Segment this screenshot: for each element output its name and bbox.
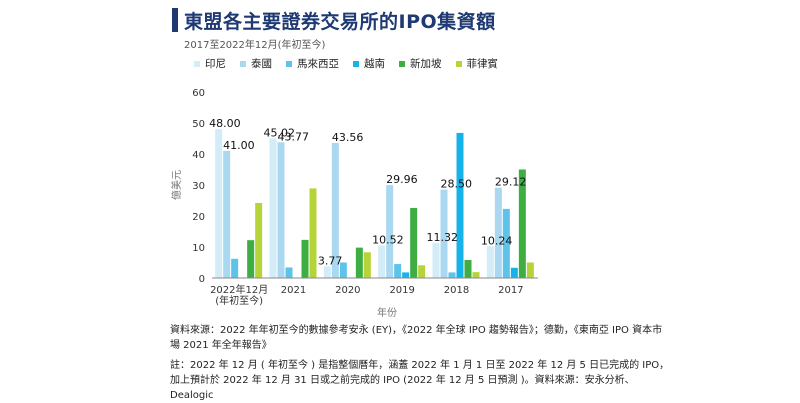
x-axis-label: 年份 [377, 306, 397, 319]
bar [378, 245, 386, 278]
bar [486, 246, 494, 278]
y-tick-label: 10 [192, 243, 205, 254]
bar [440, 189, 448, 278]
x-tick-label: 2017 [498, 285, 523, 296]
footnote: 註：2022 年 12 月 ( 年初至今 ) 是指整個曆年，涵蓋 2022 年 … [170, 360, 670, 401]
y-axis-label: 億美元 [170, 170, 183, 200]
bar [418, 265, 426, 278]
legend-label: 菲律賓 [466, 58, 499, 70]
bar [223, 150, 231, 278]
y-tick-label: 50 [192, 119, 205, 130]
legend-item-vietnam: 越南 [353, 56, 385, 71]
bar [277, 142, 285, 278]
chart-subtitle: 2017至2022年12月(年初至今) [184, 40, 326, 51]
bar [215, 129, 223, 278]
bar [494, 187, 502, 278]
chart-title: 東盟各主要證券交易所的IPO集資額 [184, 11, 496, 33]
bar [247, 240, 255, 278]
bar [402, 272, 410, 278]
data-label: 10.52 [372, 233, 404, 246]
legend-swatch [194, 60, 200, 67]
legend-swatch [353, 60, 359, 67]
bar [472, 272, 480, 278]
legend-swatch [286, 60, 292, 67]
y-tick-label: 40 [192, 150, 205, 161]
bar [456, 132, 464, 278]
data-label: 28.50 [441, 178, 473, 191]
legend-swatch [240, 60, 246, 67]
y-tick-label: 60 [192, 88, 205, 99]
bar [285, 267, 293, 278]
legend-item-malaysia: 馬來西亞 [286, 56, 339, 71]
title-accent-bar [172, 8, 178, 32]
bar [386, 185, 394, 278]
legend-label: 馬來西亞 [297, 58, 339, 70]
bar [339, 262, 347, 278]
bar [518, 169, 526, 278]
x-tick-label: 2018 [444, 285, 469, 296]
bar [410, 207, 418, 278]
bar [255, 202, 263, 278]
data-label: 41.00 [223, 139, 255, 152]
bar [432, 242, 440, 278]
bar [309, 188, 317, 278]
bar [231, 258, 239, 278]
data-label: 10.24 [481, 234, 513, 247]
legend-item-singapore: 新加坡 [399, 56, 442, 71]
x-tick-label: 2021 [281, 285, 306, 296]
data-label: 43.56 [332, 131, 364, 144]
legend-label: 越南 [364, 58, 385, 70]
bar [448, 272, 456, 278]
data-label: 29.96 [386, 173, 418, 186]
bar [464, 260, 472, 278]
data-label: 11.32 [427, 231, 459, 244]
legend-swatch [455, 60, 462, 67]
legend-label: 新加坡 [410, 58, 442, 70]
x-tick-label: 2022年12月 [210, 283, 268, 296]
bar [363, 252, 371, 278]
bar [269, 138, 277, 278]
y-tick-label: 20 [192, 212, 205, 223]
bar [355, 247, 363, 278]
bar [323, 266, 331, 278]
source-note: 資料來源：2022 年年初至今的數據參考安永 (EY)，《2022 年全球 IP… [170, 325, 663, 351]
chart-legend: 印尼 泰國 馬來西亞 越南 新加坡 菲律賓 [194, 56, 498, 71]
data-label: 45.02 [264, 126, 296, 139]
data-label: 48.00 [209, 117, 241, 130]
y-tick-label: 0 [199, 274, 205, 285]
x-tick-label: 2019 [389, 285, 414, 296]
legend-swatch [399, 60, 405, 67]
data-label: 3.77 [318, 254, 343, 267]
legend-item-thailand: 泰國 [240, 56, 272, 71]
bar [502, 208, 510, 278]
data-label: 43.77 [278, 130, 310, 143]
legend-item-philippines: 菲律賓 [455, 56, 499, 71]
legend-label: 泰國 [251, 58, 272, 70]
bar [526, 262, 534, 278]
legend-item-indonesia: 印尼 [194, 56, 226, 71]
bar [331, 142, 339, 278]
x-tick-label: 2020 [335, 285, 360, 296]
legend-label: 印尼 [205, 58, 226, 70]
y-tick-label: 30 [192, 181, 205, 192]
bar [510, 267, 518, 278]
x-tick-label: (年初至今) [215, 294, 263, 307]
bar [394, 264, 402, 278]
data-label: 29.12 [495, 176, 527, 189]
bar [301, 239, 309, 278]
